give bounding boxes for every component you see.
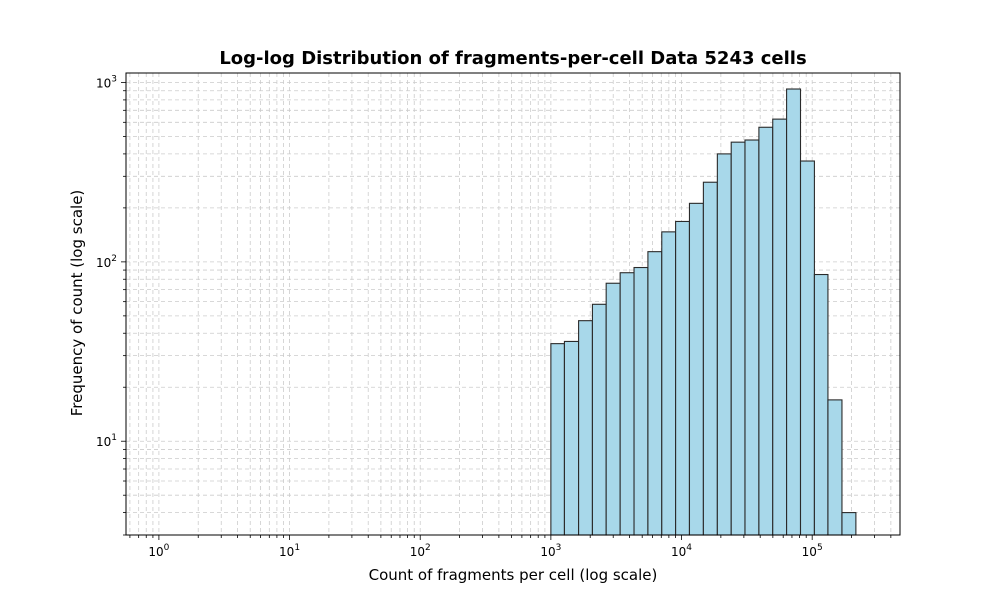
histogram-bar <box>841 512 857 536</box>
x-axis-label: Count of fragments per cell (log scale) <box>369 566 658 584</box>
x-tick-label: 103 <box>540 543 561 559</box>
y-tick-label: 101 <box>96 433 117 449</box>
histogram-bar <box>578 320 593 536</box>
histogram-bar <box>702 181 718 536</box>
x-tick-label: 102 <box>410 543 431 559</box>
histogram-bar <box>591 303 607 536</box>
histogram-bar <box>786 88 802 536</box>
x-tick-label: 105 <box>802 543 823 559</box>
histogram-bar <box>688 202 704 536</box>
histogram-bar <box>675 220 691 536</box>
histogram-bar <box>605 282 621 536</box>
histogram-bar <box>772 118 788 536</box>
histogram-bar <box>633 266 649 536</box>
chart-title: Log-log Distribution of fragments-per-ce… <box>219 48 806 69</box>
histogram-bar <box>730 141 746 536</box>
y-axis-label: Frequency of count (log scale) <box>68 190 86 417</box>
x-tick-label: 101 <box>279 543 300 559</box>
histogram-bar <box>550 343 565 536</box>
histogram-bar <box>716 153 732 536</box>
histogram-bar <box>647 251 663 536</box>
histogram-bar <box>758 126 774 536</box>
bars <box>550 88 857 536</box>
x-tick-label: 100 <box>148 543 169 559</box>
histogram-bar <box>744 139 760 536</box>
ticks: 100 101 102 103 104 105 101 102 103 <box>96 75 892 559</box>
histogram-bar <box>827 399 843 536</box>
histogram-bar <box>661 231 677 536</box>
x-tick-label: 104 <box>671 543 692 559</box>
histogram-bar <box>619 272 635 536</box>
histogram-bar <box>563 340 580 536</box>
plot-frame <box>125 72 901 536</box>
y-tick-label: 103 <box>96 75 117 91</box>
histogram-bar <box>813 273 829 536</box>
y-tick-label: 102 <box>96 254 117 270</box>
histogram-bar <box>799 160 815 536</box>
